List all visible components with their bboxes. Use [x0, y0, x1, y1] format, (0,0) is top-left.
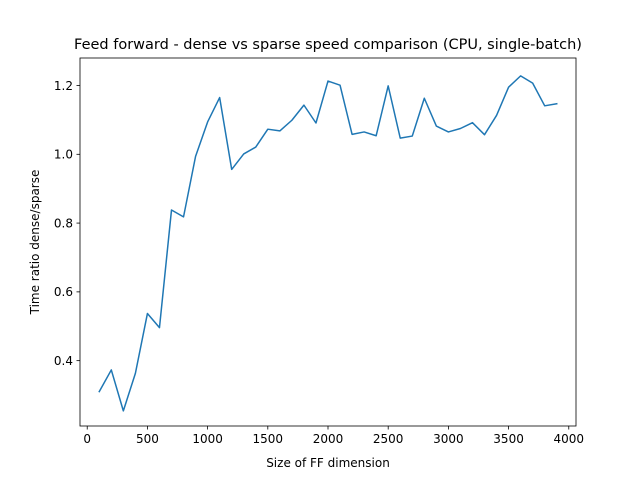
- y-tick-label: 0.4: [54, 354, 73, 368]
- y-tick-label: 0.8: [54, 216, 73, 230]
- y-tick-label: 1.2: [54, 79, 73, 93]
- x-tick-label: 3500: [493, 432, 524, 446]
- x-tick-label: 0: [83, 432, 91, 446]
- axes: 0 500 1000 1500 2000 2500 3000 3500 4000 0.4 0.6 0.…: [54, 57, 585, 446]
- y-axis-label: Time ratio dense/sparse: [28, 170, 42, 316]
- x-tick-label: 2500: [373, 432, 404, 446]
- chart-title: Feed forward - dense vs sparse speed com…: [74, 37, 582, 53]
- series-line: [98, 75, 558, 412]
- x-tick-label: 3000: [433, 432, 464, 446]
- y-tick-label: 1.0: [54, 148, 73, 162]
- axes-frame: [79, 57, 577, 427]
- x-tick-label: 2000: [313, 432, 344, 446]
- y-tick-label: 0.6: [54, 285, 73, 299]
- x-tick-label: 1500: [253, 432, 284, 446]
- x-tick-label: 500: [136, 432, 159, 446]
- plot-area: [98, 75, 558, 412]
- x-tick-label: 1000: [192, 432, 223, 446]
- x-tick-label: 4000: [554, 432, 585, 446]
- x-axis-label: Size of FF dimension: [266, 456, 390, 470]
